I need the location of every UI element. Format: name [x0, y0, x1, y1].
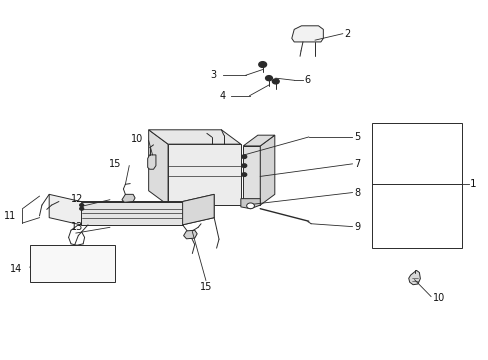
- Polygon shape: [408, 270, 420, 285]
- Text: 2: 2: [344, 29, 350, 39]
- Text: 7: 7: [353, 159, 360, 169]
- Polygon shape: [182, 194, 214, 225]
- Circle shape: [258, 62, 266, 67]
- Polygon shape: [81, 202, 182, 225]
- Circle shape: [242, 155, 246, 158]
- Polygon shape: [168, 144, 241, 205]
- Text: 9: 9: [353, 222, 359, 231]
- Polygon shape: [243, 135, 274, 146]
- Text: 14: 14: [10, 264, 22, 274]
- Polygon shape: [148, 130, 241, 144]
- Text: 4: 4: [219, 91, 225, 101]
- FancyBboxPatch shape: [30, 244, 115, 282]
- Polygon shape: [73, 252, 85, 279]
- Polygon shape: [243, 146, 260, 205]
- Circle shape: [80, 204, 83, 207]
- Text: 13: 13: [71, 222, 83, 232]
- Text: 11: 11: [3, 211, 16, 221]
- Text: 8: 8: [353, 188, 359, 198]
- Polygon shape: [49, 194, 214, 225]
- Text: 15: 15: [199, 282, 212, 292]
- Circle shape: [265, 76, 272, 81]
- Circle shape: [242, 164, 246, 167]
- Circle shape: [242, 173, 246, 176]
- Circle shape: [246, 203, 254, 209]
- Polygon shape: [260, 135, 274, 205]
- Text: 6: 6: [304, 75, 309, 85]
- FancyBboxPatch shape: [371, 123, 461, 248]
- Polygon shape: [148, 130, 168, 205]
- Circle shape: [80, 207, 83, 210]
- Text: 10: 10: [431, 293, 444, 303]
- Text: 15: 15: [109, 159, 121, 169]
- Polygon shape: [43, 252, 55, 279]
- Text: 5: 5: [353, 132, 360, 142]
- Text: 3: 3: [210, 70, 216, 80]
- Polygon shape: [183, 230, 197, 239]
- Text: 1: 1: [469, 179, 475, 189]
- Polygon shape: [122, 194, 135, 202]
- Polygon shape: [241, 199, 260, 209]
- Text: 10: 10: [131, 134, 143, 144]
- Polygon shape: [147, 155, 156, 169]
- Text: 12: 12: [71, 194, 83, 204]
- Polygon shape: [291, 26, 323, 42]
- Circle shape: [272, 79, 279, 84]
